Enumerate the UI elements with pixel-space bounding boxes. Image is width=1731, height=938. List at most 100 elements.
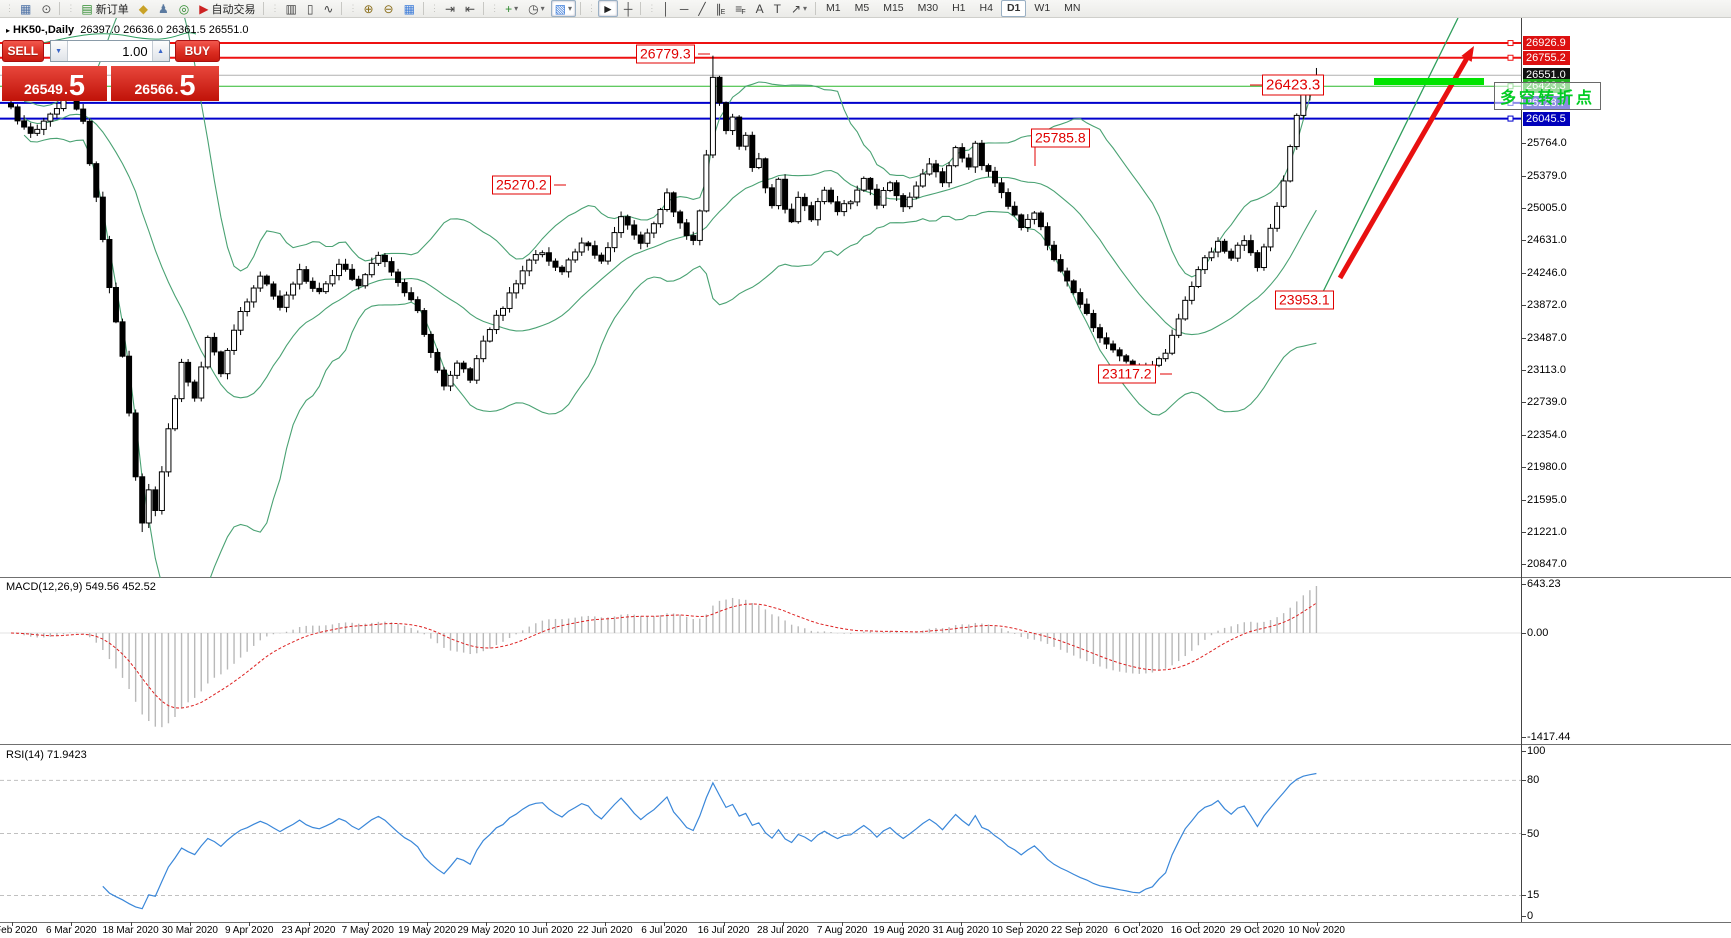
trend-line[interactable] [1317,18,1459,303]
sell-price-display[interactable]: 26549. 5 [2,66,107,101]
candlestick [670,192,677,213]
toolbar-group-handle[interactable]: ⋮ [647,3,656,13]
turning-point-annotation[interactable]: 多空转折点 [1494,82,1602,110]
candlestick [270,283,277,297]
tile-windows-icon[interactable]: ▦ [403,1,415,16]
candlestick [867,177,874,190]
sell-button[interactable]: SELL [2,40,44,62]
candlestick [198,366,205,399]
candlestick [191,381,198,399]
chart-shift-icon[interactable]: ⇤ [465,1,476,16]
toolbar-group-handle[interactable]: ⋮ [586,3,596,13]
timeframe-h1[interactable]: H1 [952,2,966,14]
zoom-in-icon[interactable]: ⊕ [363,1,374,16]
price-callout-23117.2[interactable]: 23117.2 [1098,364,1156,384]
market-watch-icon[interactable]: ♟ [157,1,169,16]
auto-scroll-icon[interactable]: ⇥ [444,1,456,16]
candlestick [834,201,841,213]
horizontal-line-icon[interactable]: ─ [679,1,689,16]
toolbar-group-handle[interactable]: ⋮ [270,3,279,13]
trend-arrow[interactable] [1337,53,1472,280]
history-center-icon[interactable]: ◆ [138,1,148,16]
timeframe-d1[interactable]: D1 [1000,0,1027,17]
toolbar-group-handle[interactable]: ⋮ [490,3,499,13]
price-callout-23953.1[interactable]: 23953.1 [1275,290,1334,310]
buy-button[interactable]: BUY [174,40,220,62]
periods-icon[interactable]: ◷ ▾ [528,1,545,16]
candlestick [309,280,316,289]
timeframe-mn[interactable]: MN [1064,2,1081,14]
zoom-out-icon[interactable]: ⊖ [383,1,394,16]
fibonacci-icon[interactable]: ≡ F [735,1,746,17]
timeframe-w1[interactable]: W1 [1034,2,1051,14]
candlestick [217,351,224,375]
price-callout-25270.2[interactable]: 25270.2 [492,175,551,195]
cursor-icon[interactable]: ► [597,0,618,17]
axis-tick [1521,175,1526,177]
date-tick [249,922,251,926]
candlestick [126,355,133,414]
rsi-label: RSI(14) 71.9423 [6,749,87,761]
autotrading-icon[interactable]: ▶ 自动交易 [199,1,256,16]
axis-tick [1521,434,1526,436]
axis-tick [1521,564,1526,566]
rsi-indicator-canvas[interactable] [0,745,1521,922]
candlestick [598,254,605,262]
toolbar-group-handle[interactable]: ⋮ [429,3,439,13]
candlestick [421,310,428,335]
timeframe-h4[interactable]: H4 [979,2,993,14]
equidistant-channel-icon[interactable]: ∥ E [715,1,726,17]
date-tick [12,922,13,926]
candlestick [349,268,356,280]
candlestick [263,275,270,285]
price-callout-26779.3[interactable]: 26779.3 [636,44,695,64]
text-label-icon[interactable]: T [773,1,781,16]
candlestick [683,222,690,237]
price-tick-label: 25379.0 [1527,169,1567,182]
rsi-line [102,772,1317,910]
add-indicator-icon[interactable]: + ▾ [505,1,519,16]
templates-icon[interactable]: ▧ ▾ [550,0,576,17]
line-handle[interactable] [1507,115,1514,122]
macd-label: MACD(12,26,9) 549.56 452.52 [6,581,156,593]
timeframe-m15[interactable]: M15 [883,2,904,14]
new-order-icon[interactable]: ▤ 新订单 [81,1,129,16]
candlestick [388,261,395,273]
line-handle[interactable] [1507,54,1514,61]
timeframe-m5[interactable]: M5 [854,2,870,14]
line-chart-icon[interactable]: ∿ [323,1,334,16]
candlestick [604,247,611,262]
text-icon[interactable]: A [755,1,764,16]
volume-input[interactable] [67,41,152,61]
toolbar-group-handle[interactable]: ⋮ [66,3,75,13]
price-callout-26423.3[interactable]: 26423.3 [1262,74,1325,96]
volume-increase-button[interactable]: ▲ [151,41,169,61]
bar-chart-icon[interactable]: ▥ [285,1,297,16]
toolbar-group-handle[interactable]: ⋮ [348,3,357,13]
toolbar-group-handle[interactable]: ⋮ [5,3,14,13]
timeframe-m1[interactable]: M1 [826,2,841,14]
main-toolbar: ⋮ ▦ ⊙ ⋮ ▤ 新订单 ◆ ♟ ◎ ▶ 自动交易 ⋮ ▥ ▯ ∿ ⋮ ⊕ ⊖ ▦ ⋮ ⇥ ⇤ ⋮ + ▾ ◷ ▾ ▧ ▾ ⋮ ► ┼ ⋮ │ ─… [0,0,1731,18]
main-chart-canvas[interactable] [0,18,1521,578]
vertical-line-icon[interactable]: │ [662,1,670,16]
rsi-panel-separator[interactable] [0,744,1731,745]
crosshair-icon[interactable]: ┼ [623,1,633,16]
candlestick [664,192,670,211]
signals-icon[interactable]: ◎ [178,1,190,16]
support-zone-bar[interactable] [1374,78,1484,85]
macd-panel-separator[interactable] [0,577,1731,578]
macd-indicator-canvas[interactable] [0,578,1521,744]
chart-preview-icon[interactable]: ⊙ [41,1,52,16]
price-callout-25785.8[interactable]: 25785.8 [1031,128,1090,148]
trendline-icon[interactable]: ╱ [698,1,706,16]
price-axis-line[interactable] [1521,18,1522,922]
charts-window-icon[interactable]: ▦ [20,1,32,16]
timeframe-m30[interactable]: M30 [917,2,939,14]
volume-decrease-button[interactable]: ▼ [50,41,68,61]
line-handle[interactable] [1507,40,1514,47]
buy-price-display[interactable]: 26566. 5 [111,66,219,101]
arrows-tool-icon[interactable]: ↗ ▾ [790,1,808,16]
candlestick-chart-icon[interactable]: ▯ [306,1,314,16]
candlestick [532,254,539,261]
candlestick [637,234,644,244]
